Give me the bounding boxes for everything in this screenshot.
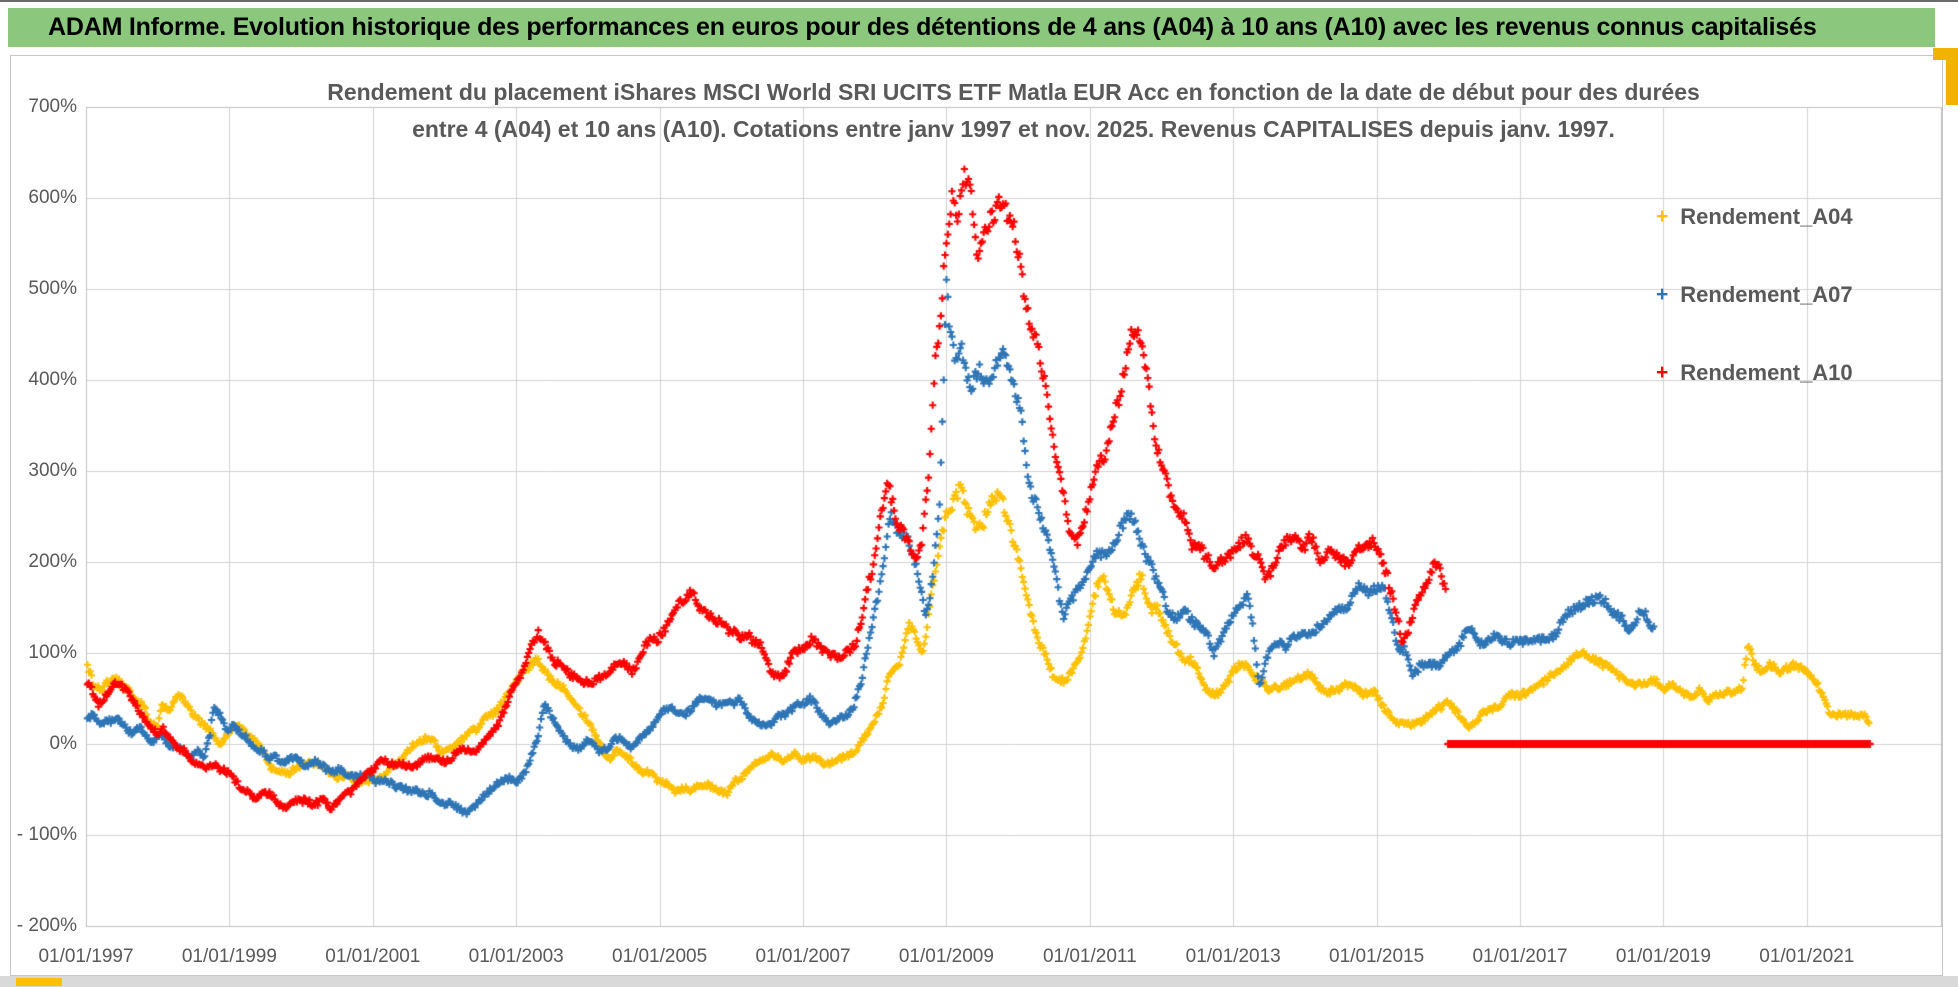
x-axis-tick-label: 01/01/1997 xyxy=(38,946,134,967)
x-axis-tick-label: 01/01/1999 xyxy=(181,946,277,967)
x-axis-tick-label: 01/01/2003 xyxy=(468,946,564,967)
chart-title: Rendement du placement iShares MSCI Worl… xyxy=(86,74,1941,148)
legend-label: Rendement_A04 xyxy=(1680,204,1853,229)
report-header: ADAM Informe. Evolution historique des p… xyxy=(8,8,1935,47)
plus-marker-icon: + xyxy=(1656,361,1669,384)
y-axis-tick-label: 200% xyxy=(28,551,77,572)
x-axis-tick-label: 01/01/2017 xyxy=(1472,946,1568,967)
x-axis-tick-label: 01/01/2007 xyxy=(755,946,851,967)
chart-panel: Rendement du placement iShares MSCI Worl… xyxy=(10,55,1943,976)
bottom-scroll-strip xyxy=(0,976,1958,987)
yellow-marker-icon xyxy=(16,978,62,986)
y-axis-tick-label: 100% xyxy=(28,642,77,663)
legend-item-rendement_a04[interactable]: + Rendement_A04 xyxy=(1656,201,1896,233)
y-axis-tick-label: 700% xyxy=(28,96,77,117)
plot-area[interactable] xyxy=(11,56,1942,975)
report-title: ADAM Informe. Evolution historique des p… xyxy=(48,13,1817,41)
x-axis-tick-label: 01/01/2013 xyxy=(1185,946,1281,967)
legend-item-rendement_a10[interactable]: + Rendement_A10 xyxy=(1656,357,1896,389)
x-axis-tick-label: 01/01/2011 xyxy=(1042,946,1137,967)
y-axis-tick-label: - 200% xyxy=(16,915,77,936)
chart-title-line2: entre 4 (A04) et 10 ans (A10). Cotations… xyxy=(412,116,1615,142)
y-axis-tick-label: - 100% xyxy=(16,824,77,845)
x-axis-tick-label: 01/01/2001 xyxy=(325,946,421,967)
x-axis-tick-label: 01/01/2019 xyxy=(1615,946,1711,967)
corner-marker-icon xyxy=(1946,48,1958,105)
y-axis-tick-label: 300% xyxy=(28,460,77,481)
plus-marker-icon: + xyxy=(1656,205,1669,228)
legend-label: Rendement_A07 xyxy=(1680,282,1853,307)
legend-item-rendement_a07[interactable]: + Rendement_A07 xyxy=(1656,279,1896,311)
legend-label: Rendement_A10 xyxy=(1680,360,1853,385)
x-axis-tick-label: 01/01/2021 xyxy=(1759,946,1855,967)
y-axis-tick-label: 600% xyxy=(28,187,77,208)
x-axis-tick-label: 01/01/2005 xyxy=(612,946,708,967)
plus-marker-icon: + xyxy=(1656,283,1669,306)
x-axis-tick-label: 01/01/2009 xyxy=(898,946,994,967)
y-axis-tick-label: 0% xyxy=(49,733,77,754)
y-axis-tick-label: 400% xyxy=(28,369,77,390)
x-axis-tick-label: 01/01/2015 xyxy=(1329,946,1425,967)
y-axis-tick-label: 500% xyxy=(28,278,77,299)
chart-title-line1: Rendement du placement iShares MSCI Worl… xyxy=(327,79,1700,105)
